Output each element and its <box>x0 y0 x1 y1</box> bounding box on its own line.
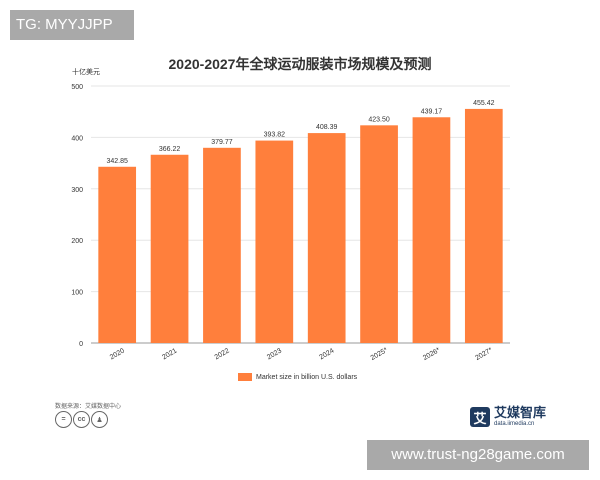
x-tick-label: 2023 <box>266 347 283 361</box>
bar <box>464 108 503 343</box>
watermark-bottom: www.trust-ng28game.com <box>367 440 589 470</box>
license-icons: = cc ♟ <box>55 411 108 428</box>
y-axis-unit-label: 十亿美元 <box>72 69 100 76</box>
data-label: 455.42 <box>473 100 495 107</box>
logo-url: data.iimedia.cn <box>494 421 535 427</box>
logo-name: 艾媒智库 <box>494 405 547 420</box>
bar <box>255 140 294 343</box>
legend: Market size in billion U.S. dollars <box>238 371 357 383</box>
logo-mark-icon: 艾 <box>470 407 490 427</box>
y-tick-label: 0 <box>79 341 83 348</box>
watermark-top: TG: MYYJJPP <box>10 10 134 40</box>
bar <box>203 147 241 343</box>
data-label: 423.50 <box>368 116 390 123</box>
x-tick-label: 2024 <box>318 347 335 361</box>
bar <box>360 125 398 343</box>
y-tick-label: 200 <box>71 238 83 245</box>
bar <box>150 154 189 343</box>
legend-label: Market size in billion U.S. dollars <box>256 373 358 381</box>
x-tick-label: 2020 <box>109 347 126 361</box>
person-icon: ♟ <box>91 411 108 428</box>
y-tick-label: 300 <box>71 187 83 194</box>
y-tick-label: 400 <box>71 135 83 142</box>
data-label: 379.77 <box>211 139 233 146</box>
equal-icon: = <box>55 411 72 428</box>
legend-swatch <box>238 373 252 381</box>
data-label: 393.82 <box>264 132 286 139</box>
x-tick-label: 2021 <box>161 347 178 361</box>
x-tick-label: 2022 <box>214 347 231 361</box>
y-tick-label: 500 <box>71 84 83 91</box>
data-label: 439.17 <box>421 108 443 115</box>
bar-chart: 0 100 200 300 400 500 342.85 2020 366.22 2021 379.… <box>71 84 510 362</box>
data-label: 408.39 <box>316 124 338 131</box>
cc-icon: cc <box>73 411 90 428</box>
iimedia-logo: 艾 艾媒智库 data.iimedia.cn <box>470 406 546 428</box>
chart-title: 2020-2027年全球运动服装市场规模及预测 <box>168 56 432 72</box>
bar <box>98 166 137 343</box>
x-tick-label: 2026* <box>422 347 442 362</box>
data-label: 366.22 <box>159 146 181 153</box>
bar <box>307 133 346 343</box>
x-tick-label: 2025* <box>370 347 390 362</box>
data-label: 342.85 <box>106 158 128 165</box>
y-tick-label: 100 <box>71 290 83 297</box>
x-tick-label: 2027* <box>474 347 494 362</box>
source-note: 数据来源：艾媒数据中心 <box>55 404 122 410</box>
bar <box>412 117 451 343</box>
